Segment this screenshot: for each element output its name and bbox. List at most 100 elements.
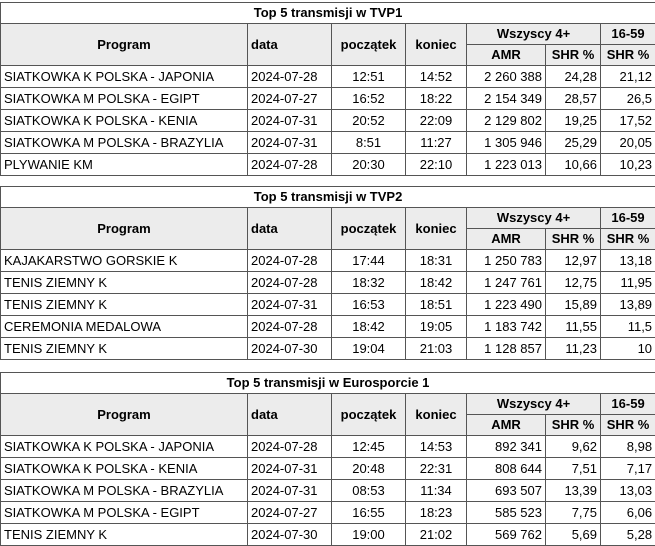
cell: 17,52: [599, 109, 655, 132]
cell: 1 223 490: [466, 293, 546, 316]
cell: 25,29: [545, 131, 601, 154]
data-row: KAJAKARSTWO GORSKIE K 2024-07-28 17:44 18:3…: [0, 249, 655, 272]
cell: TENIS ZIEMNY K: [0, 523, 248, 546]
header-cell: 16-59: [599, 393, 655, 415]
section-title: Top 5 transmisji w TVP2: [0, 186, 655, 208]
header-cell: koniec: [405, 393, 467, 436]
title-row: Top 5 transmisji w TVP2: [0, 186, 655, 208]
header-cell: Wszyscy 4+: [466, 23, 601, 45]
cell: 1 305 946: [466, 131, 546, 154]
cell: TENIS ZIEMNY K: [0, 293, 248, 316]
data-row: SIATKOWKA M POLSKA - BRAZYLIA 2024-07-31 8…: [0, 131, 655, 154]
cell: 10,66: [545, 153, 601, 176]
header-cell: 16-59: [599, 207, 655, 229]
cell: 19,25: [545, 109, 601, 132]
cell: 2024-07-27: [247, 87, 332, 110]
cell: 5,69: [545, 523, 601, 546]
cell: 585 523: [466, 501, 546, 524]
cell: 7,17: [599, 457, 655, 480]
header-cell: Wszyscy 4+: [466, 393, 601, 415]
cell: 2024-07-28: [247, 249, 332, 272]
cell: 2 260 388: [466, 65, 546, 88]
data-row: CEREMONIA MEDALOWA 2024-07-28 18:42 19:05 1 …: [0, 315, 655, 338]
cell: 19:05: [405, 315, 467, 338]
header-row: AMR SHR % SHR %: [1, 228, 655, 250]
header-cell: początek: [331, 393, 406, 436]
cell: 2024-07-31: [247, 109, 332, 132]
cell: 1 247 761: [466, 271, 546, 294]
cell: 24,28: [545, 65, 601, 88]
cell: 10: [599, 337, 655, 360]
cell: 12:45: [331, 435, 406, 458]
cell: 22:31: [405, 457, 467, 480]
cell: 28,57: [545, 87, 601, 110]
data-row: TENIS ZIEMNY K 2024-07-31 16:53 18:51 1 223 …: [0, 293, 655, 316]
cell: 21:03: [405, 337, 467, 360]
header-cell: SHR %: [545, 44, 601, 66]
cell: 9,62: [545, 435, 601, 458]
cell: 1 223 013: [466, 153, 546, 176]
cell: 693 507: [466, 479, 546, 502]
cell: 18:42: [331, 315, 406, 338]
cell: 17:44: [331, 249, 406, 272]
cell: 808 644: [466, 457, 546, 480]
cell: 2024-07-28: [247, 153, 332, 176]
cell: 19:04: [331, 337, 406, 360]
data-row: SIATKOWKA M POLSKA - EGIPT 2024-07-27 16:5…: [0, 501, 655, 524]
cell: TENIS ZIEMNY K: [0, 337, 248, 360]
header-row: Program data początek koniec Wszyscy 4+ 16-59: [0, 23, 655, 66]
header-cell: początek: [331, 23, 406, 66]
data-row: SIATKOWKA K POLSKA - JAPONIA 2024-07-28 12…: [0, 65, 655, 88]
header-cell: początek: [331, 207, 406, 250]
cell: 2024-07-28: [247, 271, 332, 294]
cell: 16:55: [331, 501, 406, 524]
section-title: Top 5 transmisji w Eurosporcie 1: [0, 372, 655, 394]
cell: 2024-07-28: [247, 435, 332, 458]
cell: 13,89: [599, 293, 655, 316]
cell: 2024-07-30: [247, 523, 332, 546]
data-row: SIATKOWKA M POLSKA - EGIPT 2024-07-27 16:5…: [0, 87, 655, 110]
cell: SIATKOWKA K POLSKA - KENIA: [0, 457, 248, 480]
cell: 2024-07-31: [247, 293, 332, 316]
cell: 569 762: [466, 523, 546, 546]
cell: 2024-07-28: [247, 65, 332, 88]
cell: 18:51: [405, 293, 467, 316]
cell: 14:52: [405, 65, 467, 88]
data-row: TENIS ZIEMNY K 2024-07-30 19:04 21:03 1 128 …: [0, 337, 655, 360]
header-cell: Program: [0, 207, 248, 250]
cell: 18:22: [405, 87, 467, 110]
cell: 12,75: [545, 271, 601, 294]
cell: 11,95: [599, 271, 655, 294]
cell: 13,03: [599, 479, 655, 502]
cell: 14:53: [405, 435, 467, 458]
cell: 1 183 742: [466, 315, 546, 338]
cell: 6,06: [599, 501, 655, 524]
header-cell: koniec: [405, 23, 467, 66]
cell: 20:52: [331, 109, 406, 132]
cell: 2024-07-27: [247, 501, 332, 524]
cell: 22:09: [405, 109, 467, 132]
header-cell: SHR %: [599, 228, 655, 250]
cell: PLYWANIE KM: [0, 153, 248, 176]
cell: 1 128 857: [466, 337, 546, 360]
cell: CEREMONIA MEDALOWA: [0, 315, 248, 338]
header-cell: SHR %: [545, 228, 601, 250]
cell: 7,51: [545, 457, 601, 480]
cell: 08:53: [331, 479, 406, 502]
cell: 26,5: [599, 87, 655, 110]
cell: 22:10: [405, 153, 467, 176]
data-row: PLYWANIE KM 2024-07-28 20:30 22:10 1 223 013…: [0, 153, 655, 176]
header-row: Program data początek koniec Wszyscy 4+ 16-59: [0, 393, 655, 436]
cell: 13,18: [599, 249, 655, 272]
cell: 5,28: [599, 523, 655, 546]
cell: 2024-07-30: [247, 337, 332, 360]
cell: SIATKOWKA M POLSKA - EGIPT: [0, 87, 248, 110]
cell: 11:27: [405, 131, 467, 154]
cell: 15,89: [545, 293, 601, 316]
title-row: Top 5 transmisji w TVP1: [0, 2, 655, 24]
header-cell: data: [247, 207, 332, 250]
header-cell: SHR %: [545, 414, 601, 436]
title-row: Top 5 transmisji w Eurosporcie 1: [0, 372, 655, 394]
header-cell: SHR %: [599, 44, 655, 66]
